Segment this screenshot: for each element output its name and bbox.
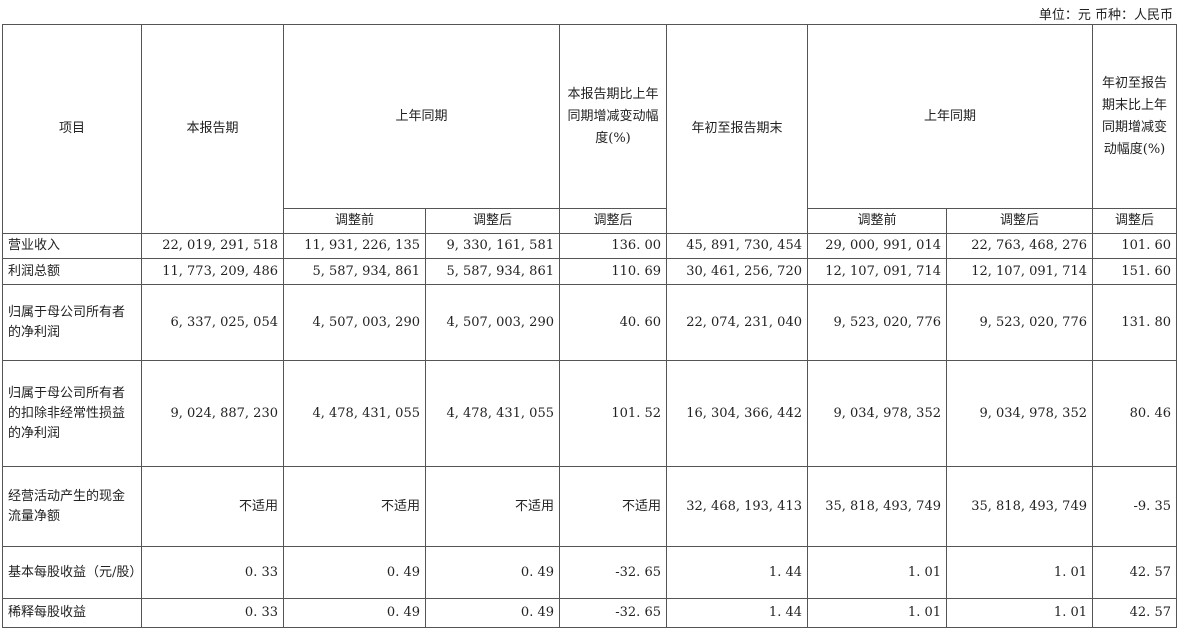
row-label: 归属于母公司所有者的净利润 xyxy=(2,284,142,361)
table-row: 归属于母公司所有者的净利润 6, 337, 025, 054 4, 507, 003… xyxy=(2,284,1177,361)
cell-ytd-chg: 151. 60 xyxy=(1092,258,1177,285)
header-change-pct: 本报告期比上年同期增减变动幅度(%) xyxy=(559,24,667,209)
cell-prev-after: 5, 587, 934, 861 xyxy=(425,258,560,285)
header-item: 项目 xyxy=(2,24,142,234)
cell-ytd-prev-before: 9, 523, 020, 776 xyxy=(807,284,947,361)
cell-ytd-prev-after: 9, 523, 020, 776 xyxy=(946,284,1093,361)
cell-ytd-prev-before: 1. 01 xyxy=(807,598,947,628)
header-row: 项目 本报告期 上年同期 本报告期比上年同期增减变动幅度(%) 年初至报告期末 … xyxy=(2,24,1177,234)
cell-chg: 不适用 xyxy=(559,466,667,547)
table-row: 稀释每股收益 0. 33 0. 49 0. 49 -32. 65 1. 44 1. 01 1.… xyxy=(2,598,1177,628)
cell-ytd-prev-after: 12, 107, 091, 714 xyxy=(946,258,1093,285)
row-label: 利润总额 xyxy=(2,258,142,285)
cell-prev-before: 4, 507, 003, 290 xyxy=(283,284,426,361)
cell-ytd-chg: 80. 46 xyxy=(1092,360,1177,467)
table-row: 基本每股收益（元/股） 0. 33 0. 49 0. 49 -32. 65 1. 44 1.… xyxy=(2,546,1177,599)
cell-cur: 6, 337, 025, 054 xyxy=(141,284,284,361)
cell-ytd-prev-after: 9, 034, 978, 352 xyxy=(946,360,1093,467)
cell-ytd-prev-before: 9, 034, 978, 352 xyxy=(807,360,947,467)
cell-cur: 不适用 xyxy=(141,466,284,547)
subheader-before: 调整前 xyxy=(283,208,426,234)
cell-cur: 9, 024, 887, 230 xyxy=(141,360,284,467)
cell-ytd-prev-after: 22, 763, 468, 276 xyxy=(946,233,1093,259)
cell-ytd: 45, 891, 730, 454 xyxy=(666,233,808,259)
cell-ytd-prev-before: 35, 818, 493, 749 xyxy=(807,466,947,547)
cell-cur: 11, 773, 209, 486 xyxy=(141,258,284,285)
table-row: 归属于母公司所有者的扣除非经常性损益的净利润 9, 024, 887, 230 4,… xyxy=(2,360,1177,467)
cell-prev-before: 5, 587, 934, 861 xyxy=(283,258,426,285)
cell-ytd: 22, 074, 231, 040 xyxy=(666,284,808,361)
cell-cur: 0. 33 xyxy=(141,598,284,628)
header-current-period: 本报告期 xyxy=(141,24,284,234)
cell-prev-after: 不适用 xyxy=(425,466,560,547)
cell-cur: 22, 019, 291, 518 xyxy=(141,233,284,259)
row-label: 基本每股收益（元/股） xyxy=(2,546,142,599)
cell-ytd-chg: 42. 57 xyxy=(1092,598,1177,628)
cell-ytd-chg: -9. 35 xyxy=(1092,466,1177,547)
cell-prev-before: 4, 478, 431, 055 xyxy=(283,360,426,467)
cell-ytd: 32, 468, 193, 413 xyxy=(666,466,808,547)
header-ytd: 年初至报告期末 xyxy=(666,24,808,234)
row-label: 稀释每股收益 xyxy=(2,598,142,628)
cell-chg: 136. 00 xyxy=(559,233,667,259)
cell-ytd-chg: 101. 60 xyxy=(1092,233,1177,259)
subheader-row: 调整前 调整后 调整后 调整前 调整后 调整后 xyxy=(3,208,1177,234)
subheader-after: 调整后 xyxy=(425,208,560,234)
cell-ytd: 16, 304, 366, 442 xyxy=(666,360,808,467)
row-label: 经营活动产生的现金流量净额 xyxy=(2,466,142,547)
cell-prev-after: 4, 478, 431, 055 xyxy=(425,360,560,467)
unit-label: 单位：元 币种：人民币 xyxy=(1038,8,1173,23)
cell-prev-after: 0. 49 xyxy=(425,598,560,628)
cell-ytd: 1. 44 xyxy=(666,598,808,628)
row-label: 归属于母公司所有者的扣除非经常性损益的净利润 xyxy=(2,360,142,467)
cell-prev-after: 4, 507, 003, 290 xyxy=(425,284,560,361)
table-row: 经营活动产生的现金流量净额 不适用 不适用 不适用 不适用 32, 468, 193, 4… xyxy=(2,466,1177,547)
header-ytd-change-pct: 年初至报告期末比上年同期增减变动幅度(%) xyxy=(1092,24,1177,209)
cell-chg: -32. 65 xyxy=(559,546,667,599)
cell-ytd: 1. 44 xyxy=(666,546,808,599)
cell-ytd-chg: 131. 80 xyxy=(1092,284,1177,361)
cell-prev-before: 11, 931, 226, 135 xyxy=(283,233,426,259)
subheader-after: 调整后 xyxy=(946,208,1093,234)
cell-prev-before: 0. 49 xyxy=(283,598,426,628)
cell-ytd: 30, 461, 256, 720 xyxy=(666,258,808,285)
subheader-before: 调整前 xyxy=(807,208,947,234)
financial-table: 项目 本报告期 上年同期 本报告期比上年同期增减变动幅度(%) 年初至报告期末 … xyxy=(2,24,1177,628)
subheader-after: 调整后 xyxy=(559,208,667,234)
cell-ytd-chg: 42. 57 xyxy=(1092,546,1177,599)
cell-chg: 110. 69 xyxy=(559,258,667,285)
cell-ytd-prev-before: 29, 000, 991, 014 xyxy=(807,233,947,259)
row-label: 营业收入 xyxy=(2,233,142,259)
cell-ytd-prev-after: 35, 818, 493, 749 xyxy=(946,466,1093,547)
subheader-after: 调整后 xyxy=(1092,208,1177,234)
cell-ytd-prev-after: 1. 01 xyxy=(946,598,1093,628)
cell-chg: 101. 52 xyxy=(559,360,667,467)
cell-cur: 0. 33 xyxy=(141,546,284,599)
header-prior-ytd: 上年同期 xyxy=(807,24,1093,209)
cell-prev-after: 0. 49 xyxy=(425,546,560,599)
cell-ytd-prev-after: 1. 01 xyxy=(946,546,1093,599)
cell-chg: 40. 60 xyxy=(559,284,667,361)
header-prior-period: 上年同期 xyxy=(283,24,560,209)
table-row: 营业收入 22, 019, 291, 518 11, 931, 226, 135 9,… xyxy=(2,233,1177,259)
cell-prev-after: 9, 330, 161, 581 xyxy=(425,233,560,259)
cell-prev-before: 0. 49 xyxy=(283,546,426,599)
cell-chg: -32. 65 xyxy=(559,598,667,628)
table-row: 利润总额 11, 773, 209, 486 5, 587, 934, 861 5, … xyxy=(2,258,1177,285)
cell-prev-before: 不适用 xyxy=(283,466,426,547)
cell-ytd-prev-before: 1. 01 xyxy=(807,546,947,599)
cell-ytd-prev-before: 12, 107, 091, 714 xyxy=(807,258,947,285)
